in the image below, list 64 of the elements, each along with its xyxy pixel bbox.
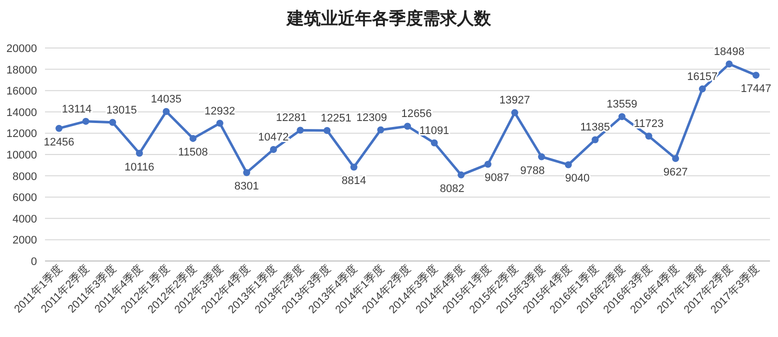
data-label: 11508	[178, 146, 208, 158]
point	[458, 171, 465, 178]
data-label: 11723	[634, 118, 664, 130]
point	[296, 126, 304, 134]
point	[430, 139, 438, 146]
data-label: 14035	[150, 94, 182, 106]
data-label: 11091	[419, 124, 450, 137]
point	[350, 164, 358, 171]
point	[216, 120, 224, 127]
y-tick-label: 0	[30, 256, 37, 268]
data-label: 13559	[606, 98, 638, 111]
y-tick-label: 10000	[6, 150, 37, 162]
data-label: 9627	[663, 166, 688, 178]
data-label: 8301	[234, 180, 259, 193]
data-label: 10116	[124, 161, 154, 174]
point	[752, 72, 760, 79]
y-tick-label: 8000	[12, 170, 37, 183]
data-label: 12456	[44, 136, 74, 148]
y-tick-label: 16000	[6, 86, 37, 98]
y-tick-label: 12000	[6, 128, 37, 140]
data-label: 13015	[106, 104, 137, 116]
point	[564, 161, 572, 168]
data-label: 12932	[204, 105, 236, 118]
point	[592, 136, 599, 144]
point	[404, 122, 411, 130]
point	[162, 108, 170, 116]
point	[377, 126, 384, 134]
y-tick-label: 4000	[12, 213, 37, 226]
data-label: 17447	[740, 83, 772, 96]
point	[672, 154, 680, 162]
data-label: 13927	[499, 94, 530, 107]
y-tick-label: 2000	[12, 234, 37, 247]
point	[270, 146, 277, 153]
point	[538, 153, 546, 160]
data-label: 12251	[320, 112, 352, 125]
y-tick-label: 6000	[12, 192, 37, 204]
point	[324, 127, 331, 134]
data-label: 12281	[276, 112, 307, 124]
point	[136, 150, 143, 157]
point	[484, 160, 492, 168]
y-tick-label: 20000	[6, 43, 37, 55]
point	[243, 169, 250, 176]
data-label: 13114	[62, 103, 92, 116]
data-label: 18498	[714, 46, 744, 58]
y-tick-label: 18000	[6, 64, 37, 76]
point	[618, 113, 626, 120]
data-label: 8082	[440, 182, 464, 195]
point	[698, 85, 706, 92]
point	[190, 134, 197, 142]
data-label: 9040	[565, 172, 590, 185]
chart-title: 建筑业近年各季度需求人数	[285, 9, 492, 29]
data-label: 8814	[342, 175, 366, 188]
point	[56, 124, 62, 132]
point	[645, 132, 652, 140]
data-label: 12309	[356, 112, 387, 124]
y-tick-label: 14000	[6, 106, 37, 119]
data-label: 10472	[258, 131, 289, 144]
point	[726, 60, 733, 68]
data-label: 9788	[520, 164, 545, 177]
point	[109, 118, 116, 126]
data-label: 9087	[484, 172, 510, 184]
point	[82, 118, 90, 125]
point	[511, 109, 518, 116]
data-label: 12656	[401, 108, 432, 120]
